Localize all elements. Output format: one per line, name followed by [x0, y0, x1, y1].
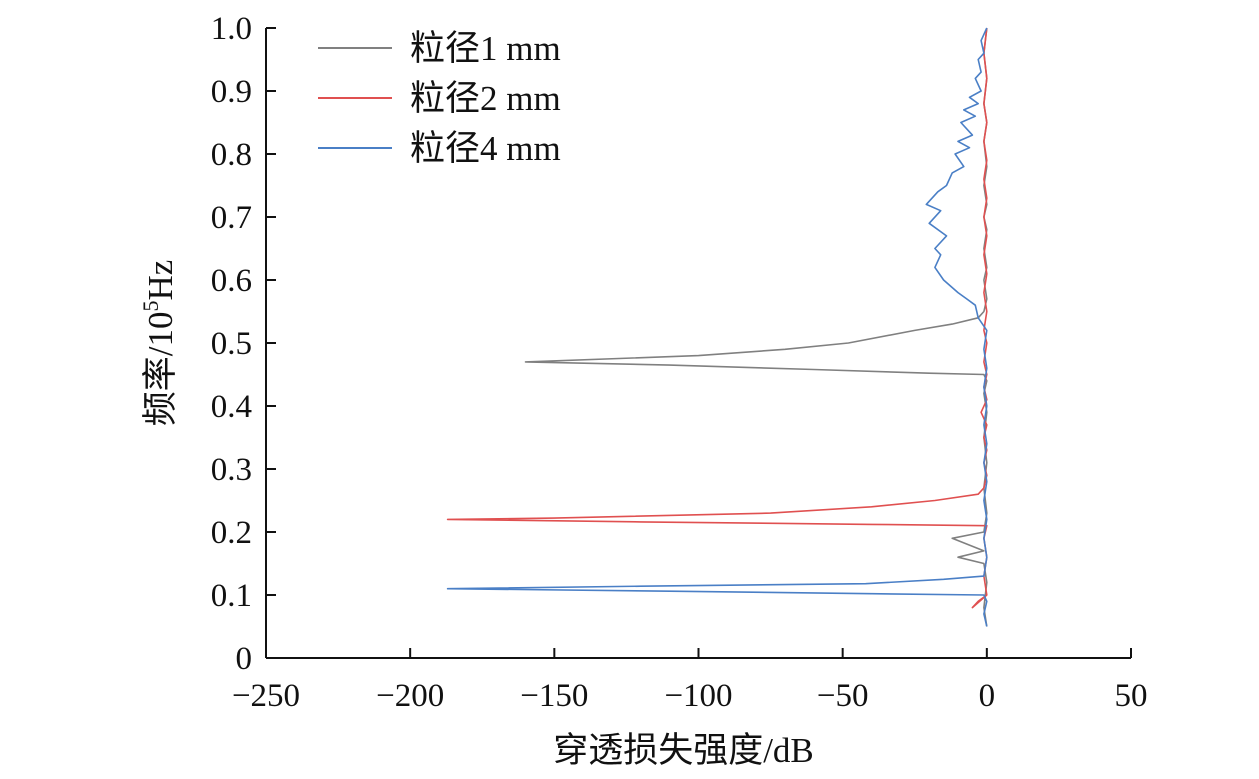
- y-tick-label: 0.7: [211, 200, 252, 236]
- y-tick-label: 0.2: [211, 515, 252, 551]
- y-tick-label: 0.8: [211, 137, 252, 173]
- axes: [265, 28, 1131, 659]
- legend-label: 粒径1 mm: [410, 29, 561, 68]
- x-tick-label: 50: [1115, 678, 1148, 714]
- x-tick-label: −50: [817, 678, 869, 714]
- y-axis-title-main: 频率/10: [141, 312, 180, 427]
- series-line: [524, 27, 988, 627]
- legend-label: 粒径4 mm: [410, 129, 561, 168]
- y-tick-label: 0.5: [211, 326, 252, 362]
- y-tick-label: 0.4: [211, 389, 252, 425]
- x-axis-title: 穿透损失强度/dB: [553, 731, 814, 770]
- legend: 粒径1 mm 粒径2 mm 粒径4 mm: [318, 29, 561, 168]
- y-axis-title: 频率/105Hz: [138, 260, 180, 427]
- legend-label: 粒径2 mm: [410, 79, 561, 118]
- x-tick-label: −250: [232, 678, 300, 714]
- y-tick-label: 0.6: [211, 263, 252, 299]
- ticks: −250 −200 −150 −100 −50 0 50 0 0.1 0.2 0.3 0.4 0.5 0.…: [211, 11, 1148, 714]
- x-tick-label: −150: [520, 678, 588, 714]
- y-tick-label: 0: [236, 641, 253, 677]
- x-tick-label: −100: [664, 678, 732, 714]
- y-tick-label: 1.0: [211, 11, 252, 47]
- y-tick-label: 0.9: [211, 74, 252, 110]
- y-tick-label: 0.1: [211, 578, 252, 614]
- y-axis-title-superscript: 5: [138, 301, 163, 312]
- y-axis-title-suffix: Hz: [141, 260, 180, 301]
- series-line: [446, 27, 988, 627]
- x-tick-label: −200: [376, 678, 444, 714]
- x-tick-label: 0: [979, 678, 996, 714]
- series-layer: [446, 27, 988, 627]
- series-line: [446, 27, 988, 609]
- y-tick-label: 0.3: [211, 452, 252, 488]
